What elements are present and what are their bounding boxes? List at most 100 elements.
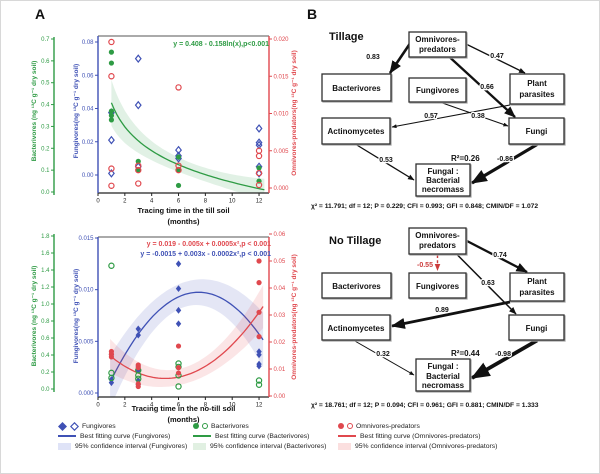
svg-text:0.01: 0.01 xyxy=(274,367,286,373)
panel-b-label: B xyxy=(307,6,318,22)
diagram-title: No Tillage xyxy=(329,235,381,247)
confidence-band-fungivores xyxy=(110,279,264,397)
fungivores-axis-label: Fungivores(ng ¹³C g⁻¹ dry soil) xyxy=(73,268,80,364)
chart-legend: Fungivores Best fitting curve (Fungivore… xyxy=(1,421,599,457)
x-axis-title-line1: Tracing time in the till soil xyxy=(137,206,230,215)
no-till-soil-chart: 0.0 0.2 0.4 0.6 0.8 1.0 1.2 1.4 1.6 1.8 0.000 0.005… xyxy=(29,229,329,437)
svg-text:4: 4 xyxy=(150,403,154,409)
curves-and-bands xyxy=(109,279,264,397)
bacterivores-solid-circle-icon xyxy=(193,423,199,429)
node-actinomycetes: Actinomycetes xyxy=(321,314,391,341)
svg-text:0.015: 0.015 xyxy=(78,236,94,242)
node-necromass: Fungal : Bacterial necromass xyxy=(415,358,471,392)
legend-bacterivores-markers: Bacterivores xyxy=(193,421,326,431)
legend-fit-label: Best fitting curve (Bacterivores) xyxy=(215,432,310,440)
edge-label: 0.47 xyxy=(490,53,504,60)
svg-text:necromass: necromass xyxy=(422,185,465,194)
omnivores-solid-circle-icon xyxy=(338,423,344,429)
edge-plant-parasites-actinomycetes xyxy=(391,104,511,129)
model-fit-stats: χ² = 11.791; df = 12; P = 0.229; CFI = 0… xyxy=(311,203,538,210)
confidence-band-bacterivores xyxy=(111,79,265,193)
edge-op-plant-parasites xyxy=(465,239,528,274)
fit-equation-fungivores: y = -0.0015 + 0.003x - 0.0002x²,p < 0.00… xyxy=(140,251,271,258)
x-axis-title: Tracing time in the till soil (months) xyxy=(98,206,269,227)
svg-text:0.06: 0.06 xyxy=(82,73,94,79)
omnivores-axis-label: Omnivores-predators(ng ¹³C g⁻¹ dry soil) xyxy=(291,254,298,380)
x-axis-title-line2: (months) xyxy=(167,414,200,424)
fit-line-icon xyxy=(338,435,356,437)
edge-fungivores-fungi xyxy=(440,102,509,127)
legend-fungivores-curve: Best fitting curve (Fungivores) xyxy=(58,431,187,441)
axes: 0.0 0.1 0.2 0.3 0.4 0.5 0.6 0.7 0.00 0.02 0.04 0.06… xyxy=(41,35,290,205)
r-squared: R²=0.26 xyxy=(451,154,480,163)
legend-series-label: Bacterivores xyxy=(211,422,249,430)
diamond-shape xyxy=(70,421,79,431)
svg-text:6: 6 xyxy=(177,403,181,409)
confidence-band-omnivores xyxy=(110,285,264,387)
svg-text:0.04: 0.04 xyxy=(274,286,286,292)
svg-text:0.03: 0.03 xyxy=(274,313,286,319)
legend-bacterivores-curve: Best fitting curve (Bacterivores) xyxy=(193,431,326,441)
svg-text:Fungivores: Fungivores xyxy=(416,86,460,95)
svg-text:0.5: 0.5 xyxy=(41,81,50,87)
svg-text:Fungal :: Fungal : xyxy=(427,167,458,176)
svg-text:0.4: 0.4 xyxy=(41,353,50,359)
node-actinomycetes: Actinomycetes xyxy=(321,117,391,145)
svg-text:Fungal :: Fungal : xyxy=(427,362,458,371)
series-bacterivores xyxy=(108,262,263,390)
svg-text:1.2: 1.2 xyxy=(41,285,50,291)
legend-omnivores-curve: Best fitting curve (Omnivores-predators) xyxy=(338,431,497,441)
svg-text:0.2: 0.2 xyxy=(41,370,50,376)
edge-label: 0.53 xyxy=(379,157,393,164)
edge-label: 0.74 xyxy=(493,252,507,259)
svg-text:Bacterivores: Bacterivores xyxy=(332,282,381,291)
tillage-sem-diagram: Tillage 0.83 0.47 0.66 0.38 0.57 0.53 -0… xyxy=(311,31,565,210)
edge-plant-parasites-actinomycetes xyxy=(390,300,511,329)
svg-text:8: 8 xyxy=(204,403,208,409)
svg-text:0.000: 0.000 xyxy=(78,391,94,397)
svg-text:predators: predators xyxy=(419,241,456,250)
node-necromass: Fungal : Bacterial necromass xyxy=(415,163,471,197)
svg-text:1.8: 1.8 xyxy=(41,234,50,240)
svg-text:Fungi: Fungi xyxy=(526,324,548,333)
edge-label: 0.32 xyxy=(376,351,390,358)
curves-and-bands xyxy=(110,79,265,193)
svg-text:0.010: 0.010 xyxy=(78,288,94,294)
x-axis-title: Tracing time in the no-till soil (months… xyxy=(98,404,269,425)
svg-text:Actinomycetes: Actinomycetes xyxy=(328,324,385,333)
svg-text:0.1: 0.1 xyxy=(41,168,50,174)
svg-text:0.2: 0.2 xyxy=(41,146,50,152)
edge-label: 0.57 xyxy=(424,113,438,120)
svg-text:0.000: 0.000 xyxy=(274,186,290,192)
node-plant-parasites: Plant parasites xyxy=(509,272,565,302)
node-omnivores-predators: Omnivores- predators xyxy=(408,31,467,58)
model-fit-stats: χ² = 18.761; df = 12; P = 0.094; CFI = 0… xyxy=(311,402,539,409)
x-axis-title-line1: Tracing time in the no-till soil xyxy=(131,404,236,413)
svg-text:0.7: 0.7 xyxy=(41,37,50,43)
svg-text:0.02: 0.02 xyxy=(274,340,286,346)
svg-text:10: 10 xyxy=(229,199,236,205)
svg-text:0.00: 0.00 xyxy=(274,394,286,400)
panel-a-label: A xyxy=(35,6,46,22)
edge-label: 0.83 xyxy=(366,54,380,61)
till-soil-chart: 0.0 0.1 0.2 0.3 0.4 0.5 0.6 0.7 0.00 0.02 0.04 0.06… xyxy=(29,25,329,233)
svg-text:0.005: 0.005 xyxy=(78,339,94,345)
edge-fungi-necromass xyxy=(470,143,538,185)
edge-op-plant-parasites xyxy=(465,43,526,74)
svg-text:2: 2 xyxy=(123,403,127,409)
series-omnivores-predators xyxy=(108,258,262,390)
legend-bacterivores-ci: 95% confidence interval (Bacterivores) xyxy=(193,441,326,451)
svg-text:0.3: 0.3 xyxy=(41,124,50,130)
svg-text:Omnivores-: Omnivores- xyxy=(415,231,460,240)
edge-label: -0.98 xyxy=(495,351,511,358)
ci-band-icon xyxy=(193,442,206,450)
legend-fungivores: Fungivores Best fitting curve (Fungivore… xyxy=(58,421,187,451)
svg-text:0.005: 0.005 xyxy=(274,149,290,155)
svg-text:0.4: 0.4 xyxy=(41,103,50,109)
svg-text:4: 4 xyxy=(150,199,154,205)
svg-text:10: 10 xyxy=(229,403,236,409)
svg-text:parasites: parasites xyxy=(519,288,555,297)
svg-text:0.00: 0.00 xyxy=(82,173,94,179)
fit-equation-bacterivores: y = 0.408 - 0.158ln(x),p<0.001 xyxy=(173,41,269,48)
edge-label: 0.66 xyxy=(480,84,494,91)
